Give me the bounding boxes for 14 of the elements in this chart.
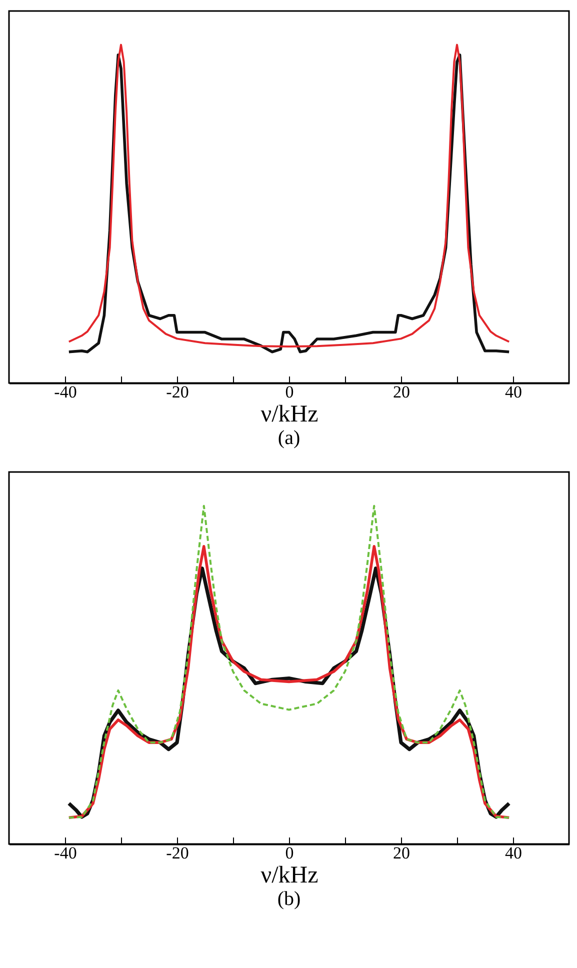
- x-tick-label: 0: [285, 844, 294, 862]
- x-tick-label: -20: [166, 382, 189, 402]
- x-tick-label: 20: [393, 382, 410, 402]
- x-axis-title: ν/kHz: [260, 862, 318, 888]
- x-tick-label: 40: [505, 382, 522, 402]
- x-tick-label: -20: [166, 844, 189, 862]
- x-tick-label: 40: [505, 844, 522, 862]
- x-tick-label: 20: [393, 844, 410, 862]
- text: (b): [277, 888, 301, 910]
- x-axis-title: ν/kHz: [260, 402, 318, 428]
- x-tick-label: -40: [54, 844, 77, 862]
- x-tick-label: 0: [285, 382, 294, 402]
- x-tick-label: -40: [54, 382, 77, 402]
- text: (a): [278, 427, 300, 449]
